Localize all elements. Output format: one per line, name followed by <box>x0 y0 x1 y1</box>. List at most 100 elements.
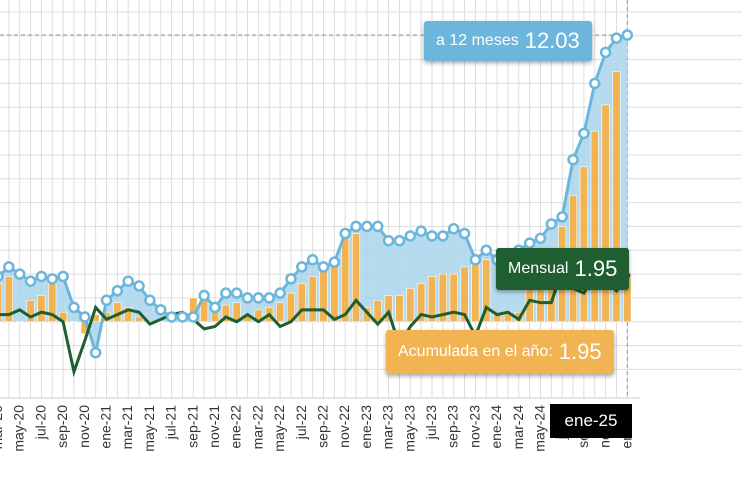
twelve-month-point-sep-20 <box>57 270 69 283</box>
accumulated-bar-oct-24 <box>590 130 599 323</box>
twelve-month-point-nov-22 <box>339 227 351 240</box>
x-tick-label-ene-21: ene-21 <box>98 405 114 449</box>
twelve-month-point-ene-22 <box>230 287 243 299</box>
x-tick-label-may-24: may-24 <box>532 405 548 452</box>
twelve-month-point-oct-23 <box>458 227 471 240</box>
twelve-month-point-mar-20 <box>0 271 4 282</box>
twelve-month-area-fill <box>0 35 628 353</box>
tooltip-date: ene-25 <box>550 404 632 438</box>
twelve-month-point-feb-23 <box>372 220 384 233</box>
accumulated-bar-abr-23 <box>395 295 404 323</box>
twelve-month-point-jun-21 <box>155 304 167 316</box>
twelve-month-point-may-24 <box>534 232 547 245</box>
twelve-month-point-dic-20 <box>89 346 102 359</box>
twelve-month-point-ene-23 <box>361 220 373 233</box>
twelve-month-point-abr-20 <box>3 261 15 273</box>
accumulated-bar-may-22 <box>276 302 285 323</box>
x-tick-label-sep-22: sep-22 <box>315 405 331 448</box>
twelve-month-point-dic-21 <box>220 287 232 299</box>
twelve-month-point-abr-24 <box>523 237 536 249</box>
x-tick-label-mar-24: mar-24 <box>510 405 526 450</box>
x-tick-label-nov-21: nov-21 <box>206 405 222 448</box>
monthly-line <box>0 265 629 378</box>
accumulated-bar-dic-24 <box>612 71 621 323</box>
x-tick-label-jul-20: jul-20 <box>32 405 48 440</box>
accumulated-bar-feb-23 <box>373 299 382 323</box>
twelve-month-point-jul-20 <box>35 270 48 283</box>
twelve-month-point-nov-21 <box>209 301 221 314</box>
twelve-month-point-abr-21 <box>133 280 145 292</box>
twelve-month-point-jul-22 <box>296 261 308 273</box>
twelve-month-point-nov-20 <box>79 311 91 323</box>
accumulated-bar-oct-23 <box>460 266 469 323</box>
accumulated-bar-dic-23 <box>482 259 491 323</box>
accumulated-bar-ago-22 <box>308 276 317 323</box>
twelve-month-point-may-22 <box>274 287 286 299</box>
twelve-month-area <box>0 35 628 353</box>
x-tick-label-jul-21: jul-21 <box>163 405 179 440</box>
x-tick-label-jul-23: jul-23 <box>423 405 439 440</box>
accumulated-bar-nov-24 <box>601 104 610 323</box>
twelve-month-point-jul-21 <box>165 311 178 323</box>
twelve-month-point-abr-23 <box>393 234 406 247</box>
x-tick-label-ene-23: ene-23 <box>358 405 374 449</box>
twelve-month-point-nov-24 <box>599 46 612 59</box>
x-tick-label-may-21: may-21 <box>141 405 157 452</box>
accumulated-bar-jun-23 <box>417 283 426 323</box>
accumulated-bar-dic-22 <box>351 233 361 323</box>
twelve-month-point-jun-23 <box>415 225 427 237</box>
accumulated-bar-abr-21 <box>135 316 144 323</box>
x-tick-label-nov-22: nov-22 <box>336 405 352 448</box>
x-tick-label-nov-20: nov-20 <box>76 405 92 448</box>
twelve-month-point-oct-24 <box>589 77 601 90</box>
twelve-month-point-ago-20 <box>46 273 58 285</box>
tooltip-accumulated: Acumulada en el año: 1.95 <box>386 330 614 374</box>
twelve-month-point-feb-21 <box>111 285 124 297</box>
twelve-month-point-jul-24 <box>556 211 568 223</box>
accumulated-bar-oct-20 <box>69 321 78 323</box>
twelve-month-point-dic-23 <box>480 244 492 256</box>
x-tick-label-sep-20: sep-20 <box>54 405 70 448</box>
twelve-month-point-abr-22 <box>263 292 275 304</box>
chart-grid <box>0 0 742 399</box>
accumulated-bar-mar-20 <box>0 283 3 323</box>
twelve-month-point-mar-23 <box>382 234 395 247</box>
x-tick-label-may-20: may-20 <box>11 405 27 452</box>
twelve-month-point-jun-22 <box>285 273 297 285</box>
twelve-month-markers <box>0 29 634 359</box>
x-tick-label-mar-20: mar-20 <box>0 405 5 450</box>
accumulated-bar-jul-20 <box>37 295 46 323</box>
twelve-month-point-dic-22 <box>350 220 362 233</box>
twelve-month-point-mar-22 <box>252 292 265 304</box>
x-tick-label-may-23: may-23 <box>401 405 417 452</box>
x-tick-label-ene-22: ene-22 <box>228 405 244 449</box>
accumulated-bar-nov-23 <box>471 264 480 323</box>
x-tick-label-may-22: may-22 <box>271 405 287 452</box>
twelve-month-point-ago-22 <box>306 254 319 266</box>
twelve-month-point-may-23 <box>404 230 417 242</box>
twelve-month-point-sep-22 <box>317 261 330 273</box>
twelve-month-point-sep-21 <box>187 311 200 323</box>
accumulated-bar-abr-20 <box>4 276 13 323</box>
twelve-month-point-oct-21 <box>198 289 210 302</box>
x-tick-label-mar-22: mar-22 <box>249 405 265 450</box>
twelve-month-point-jul-23 <box>426 230 438 242</box>
twelve-month-point-nov-23 <box>469 254 482 266</box>
twelve-month-point-sep-23 <box>447 223 460 235</box>
x-tick-label-ene-24: ene-24 <box>488 405 504 449</box>
twelve-month-point-ene-21 <box>100 294 113 307</box>
twelve-month-point-ene-25 <box>621 29 634 41</box>
accumulated-bar-sep-24 <box>579 166 588 323</box>
x-tick-label-sep-21: sep-21 <box>184 405 200 448</box>
twelve-month-point-oct-22 <box>328 256 341 268</box>
x-tick-label-sep-23: sep-23 <box>445 405 461 448</box>
accumulated-bar-sep-23 <box>449 273 458 323</box>
x-tick-label-nov-23: nov-23 <box>466 405 482 448</box>
twelve-month-point-ago-21 <box>176 311 189 323</box>
accumulated-bar-mar-21 <box>124 307 133 323</box>
twelve-month-point-sep-24 <box>578 127 590 140</box>
x-tick-label-mar-21: mar-21 <box>119 405 135 450</box>
twelve-month-point-oct-20 <box>68 301 80 314</box>
twelve-month-point-ago-23 <box>437 230 449 242</box>
